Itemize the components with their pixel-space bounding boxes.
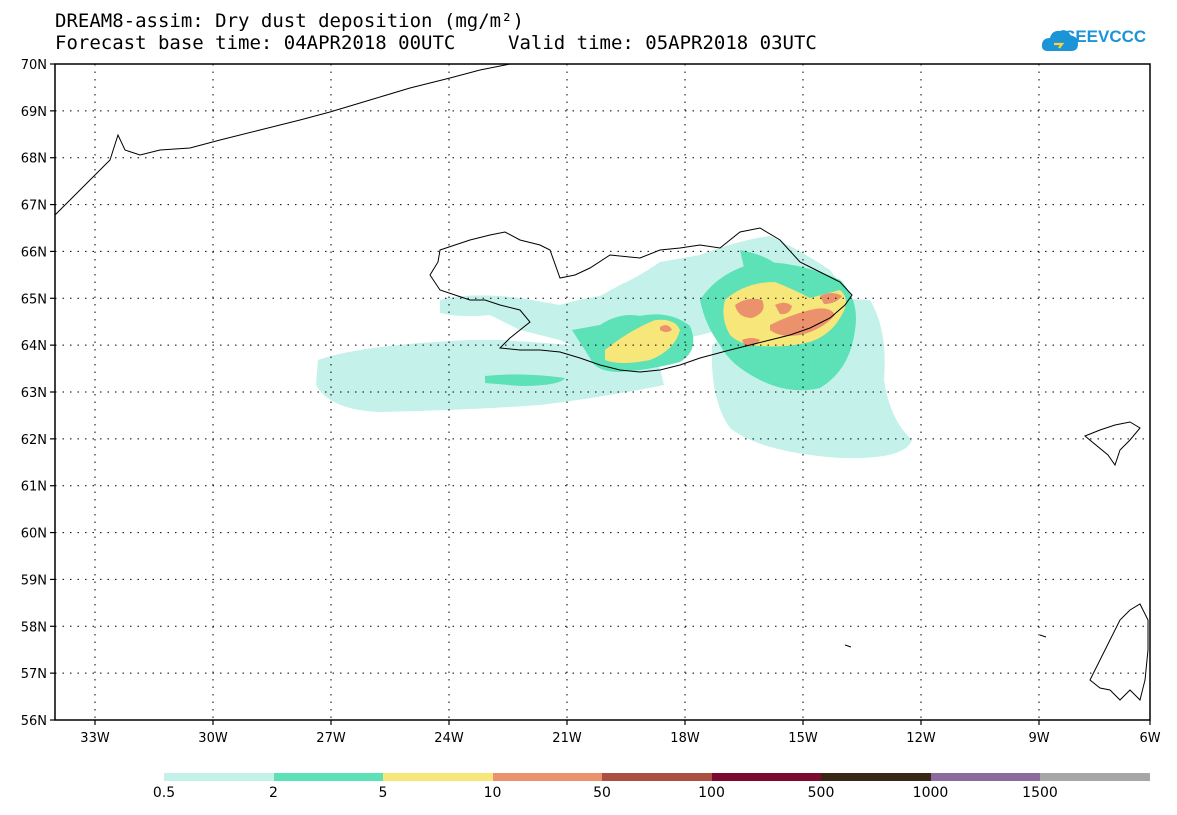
lon-label: 15W — [788, 731, 818, 746]
lon-label: 33W — [80, 731, 110, 746]
lat-label: 65N — [21, 292, 47, 307]
legend-swatch — [383, 773, 493, 781]
lat-label: 69N — [21, 105, 47, 120]
legend-label: 5 — [378, 785, 388, 801]
legend-swatch — [1040, 773, 1150, 781]
lon-label: 18W — [670, 731, 700, 746]
cloud-icon — [1041, 30, 1078, 51]
lon-label: 24W — [434, 731, 464, 746]
lon-label: 21W — [552, 731, 582, 746]
lat-label: 66N — [21, 245, 47, 260]
lat-label: 67N — [21, 199, 47, 214]
lat-label: 70N — [21, 58, 47, 73]
axis-ticks — [50, 63, 1151, 725]
lat-label: 68N — [21, 152, 47, 167]
legend-swatch — [602, 773, 712, 781]
lat-label: 61N — [21, 480, 47, 495]
forecast-times: Forecast base time: 04APR2018 00UTC Valid… — [55, 32, 817, 54]
lat-label: 62N — [21, 433, 47, 448]
legend-label: 1500 — [1022, 785, 1058, 801]
lat-label: 59N — [21, 573, 47, 588]
lon-label: 27W — [316, 731, 346, 746]
legend-label: 100 — [698, 785, 725, 801]
lat-label: 63N — [21, 386, 47, 401]
legend-label: 1000 — [912, 785, 949, 801]
legend-label: 500 — [807, 785, 835, 801]
legend-swatch — [492, 773, 603, 781]
legend-swatch — [821, 773, 931, 781]
lat-lon-grid — [55, 64, 1150, 720]
legend-label: 0.5 — [152, 785, 176, 801]
valid-time: Valid time: 05APR2018 03UTC — [508, 32, 817, 54]
lon-label: 30W — [198, 731, 228, 746]
lat-label: 60N — [21, 527, 47, 542]
lat-label: 58N — [21, 620, 47, 635]
lon-label: 6W — [1139, 731, 1160, 746]
forecast-base-time: Forecast base time: 04APR2018 00UTC — [55, 32, 456, 54]
legend-swatch — [273, 773, 384, 781]
legend-swatch — [711, 773, 822, 781]
legend-swatch — [164, 773, 274, 781]
logo-text: SEEVCCC — [1064, 27, 1147, 46]
lat-label: 64N — [21, 339, 47, 354]
legend-swatch — [930, 773, 1041, 781]
legend-label: 10 — [483, 785, 502, 801]
coastlines — [54, 63, 1149, 701]
legend-label: 2 — [269, 785, 278, 801]
lon-label: 12W — [906, 731, 936, 746]
latitude-labels: 70N 69N 68N 67N 66N 65N 64N 63N 62N 61N 60N 59N 58N 5… — [21, 58, 47, 729]
dust-plume — [316, 236, 912, 459]
map-title: DREAM8-assim: Dry dust deposition (mg/m²… — [55, 10, 524, 32]
legend-label: 50 — [593, 785, 611, 801]
lat-label: 57N — [21, 667, 47, 682]
lat-label: 56N — [21, 714, 47, 729]
longitude-labels: 33W 30W 27W 24W 21W 18W 15W 12W 9W 6W — [80, 731, 1160, 746]
lon-label: 9W — [1028, 731, 1049, 746]
